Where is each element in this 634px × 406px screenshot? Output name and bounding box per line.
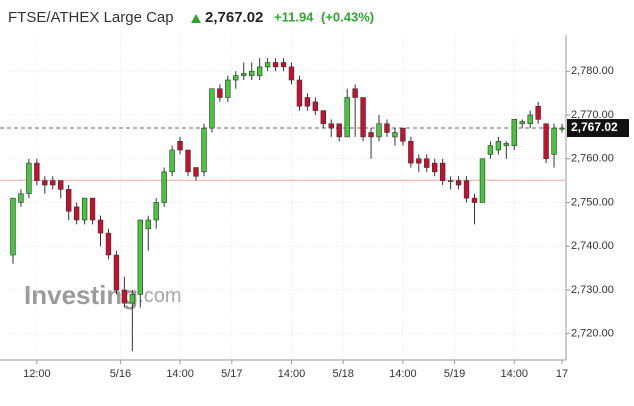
- candle-body: [519, 121, 525, 125]
- candle-body: [447, 180, 454, 182]
- candle-body: [10, 197, 16, 256]
- candle-body: [455, 180, 462, 186]
- candle-body: [511, 119, 517, 146]
- candle-body: [408, 140, 414, 164]
- candle-body: [376, 123, 382, 138]
- x-tick-label: 14:00: [389, 368, 417, 380]
- candle-body: [73, 206, 80, 221]
- watermark: Investing.com: [24, 280, 181, 310]
- last-price: 2,767.02: [205, 9, 263, 26]
- x-tick-label: 5/16: [110, 368, 131, 380]
- y-tick-label: 2,770.00: [571, 109, 614, 121]
- candle-body: [241, 73, 247, 76]
- candle-body: [65, 189, 72, 212]
- x-tick-label: 5/17: [221, 368, 242, 380]
- last-price-tag: 2,767.02: [571, 120, 618, 134]
- candle-body: [344, 97, 350, 138]
- candle-body: [42, 180, 48, 186]
- candle-body: [97, 219, 104, 234]
- candle-body: [209, 88, 215, 129]
- x-tick-label: 12:00: [23, 368, 51, 380]
- candle-body: [416, 158, 422, 164]
- candle-body: [256, 66, 263, 76]
- watermark-brand: Investing: [24, 280, 138, 310]
- candle-body: [58, 180, 64, 190]
- candle-body: [424, 158, 430, 168]
- candle-body: [50, 180, 56, 186]
- candle-body: [296, 79, 303, 107]
- candle-body: [312, 101, 319, 111]
- candle-body: [559, 127, 565, 130]
- candle-body: [352, 88, 358, 98]
- chart-title: FTSE/ATHEX Large Cap: [8, 9, 174, 26]
- candle-body: [280, 62, 287, 68]
- candle-body: [105, 232, 112, 256]
- x-tick-label: 14:00: [166, 368, 194, 380]
- candle-body: [479, 158, 486, 203]
- candle-body: [487, 145, 494, 155]
- y-tick-label: 2,730.00: [571, 284, 614, 296]
- candle-body: [129, 294, 136, 304]
- candle-body: [503, 143, 510, 146]
- candle-body: [217, 88, 223, 98]
- candle-body: [471, 197, 478, 203]
- candle-body: [400, 127, 406, 142]
- candle-body: [113, 254, 120, 291]
- change: +11.94: [274, 9, 314, 24]
- candle-body: [26, 162, 32, 195]
- candle-body: [439, 162, 446, 181]
- candle-body: [177, 140, 183, 151]
- candle-body: [463, 180, 470, 199]
- last-price-box: [567, 119, 629, 138]
- candle-body: [368, 132, 374, 138]
- candle-body: [432, 162, 438, 173]
- candle-body: [527, 114, 533, 125]
- candle-body: [320, 110, 326, 125]
- change-percent: (+0.43%): [321, 9, 374, 24]
- candle-body: [225, 79, 231, 98]
- candle-body: [193, 167, 199, 177]
- watermark-suffix: .com: [138, 285, 181, 307]
- candle-body: [81, 197, 88, 221]
- candle-body: [392, 132, 398, 138]
- candle-body: [288, 66, 295, 81]
- y-tick-label: 2,760.00: [571, 153, 614, 165]
- candle-body: [264, 62, 271, 68]
- y-tick-label: 2,720.00: [571, 328, 614, 340]
- candle-body: [145, 219, 151, 230]
- y-tick-label: 2,750.00: [571, 196, 614, 208]
- y-tick-label: 2,740.00: [571, 240, 614, 252]
- x-tick-label: 5/19: [444, 368, 465, 380]
- candle-body: [551, 127, 557, 155]
- candle-body: [304, 97, 311, 107]
- x-tick-label: 14:00: [501, 368, 529, 380]
- candle-body: [384, 123, 390, 133]
- candle-body: [185, 149, 191, 173]
- x-tick-label: 17: [556, 368, 568, 380]
- x-tick-label: 14:00: [278, 368, 306, 380]
- candle-body: [360, 97, 366, 138]
- candle-body: [89, 197, 96, 221]
- candle-body: [249, 70, 255, 76]
- y-tick-label: 2,780.00: [571, 65, 614, 77]
- candle-body: [233, 75, 239, 81]
- candle-body: [121, 289, 128, 304]
- candle-body: [535, 105, 541, 120]
- candle-body: [328, 123, 334, 129]
- candle-body: [153, 202, 159, 221]
- candle-body: [161, 171, 167, 203]
- x-tick-label: 5/18: [332, 368, 353, 380]
- candle-body: [495, 140, 502, 151]
- candle-body: [18, 193, 24, 203]
- candle-body: [137, 219, 143, 295]
- candle-body: [336, 123, 342, 138]
- candle-body: [543, 123, 549, 160]
- candle-body: [34, 162, 40, 181]
- candle-body: [201, 127, 207, 173]
- up-arrow: [191, 14, 201, 23]
- candle-body: [169, 149, 175, 173]
- candle-body: [272, 62, 279, 68]
